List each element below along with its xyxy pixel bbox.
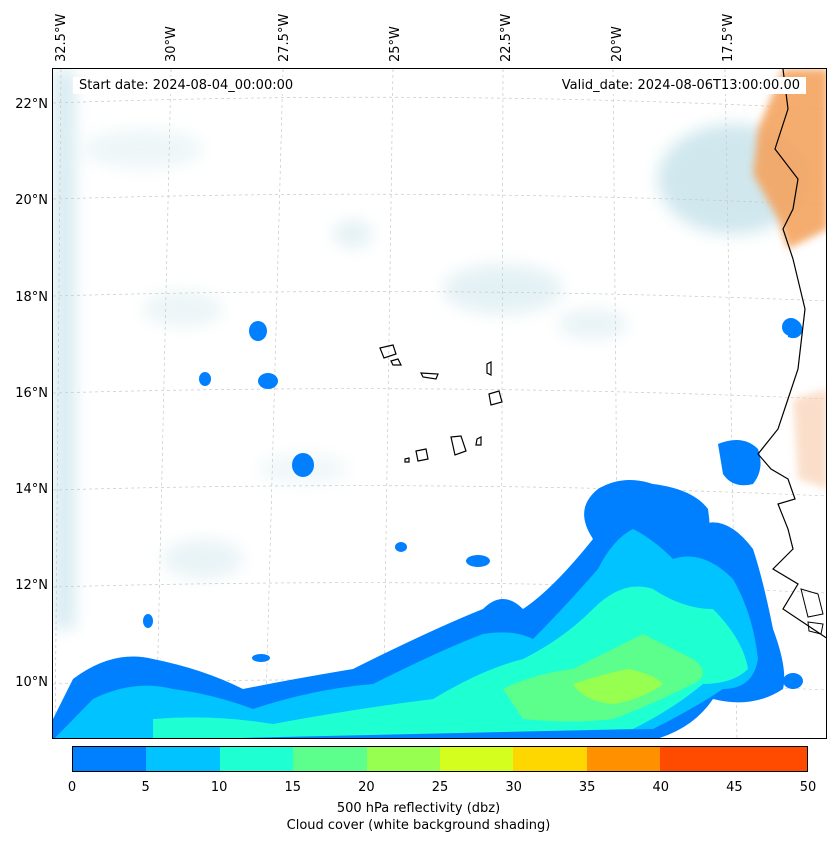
lat-label-16n: 16°N	[15, 386, 48, 401]
lon-label-25w: 25°W	[388, 26, 403, 62]
colorbar-tick-label: 5	[141, 780, 150, 795]
cloud-patch-west-edge	[53, 69, 75, 629]
reflectivity-cell	[249, 321, 267, 341]
colorbar	[72, 746, 808, 772]
colorbar-segment	[73, 747, 147, 771]
lon-label-20w: 20°W	[610, 26, 625, 62]
coastline	[757, 69, 826, 639]
reflectivity-layer	[53, 318, 803, 738]
lon-label-22-5w: 22.5°W	[499, 13, 514, 62]
colorbar-tick-label: 50	[799, 780, 817, 795]
reflectivity-cell	[252, 654, 270, 662]
lat-label-18n: 18°N	[15, 290, 48, 305]
colorbar-segment	[293, 747, 367, 771]
colorbar-segment	[219, 747, 294, 771]
colorbar-tick-label: 10	[210, 780, 228, 795]
reflectivity-cell	[466, 555, 490, 567]
island-sao-vicente	[390, 358, 402, 366]
lon-label-27-5w: 27.5°W	[277, 13, 292, 62]
colorbar-tick-label: 0	[67, 780, 77, 795]
cape-verde-islands	[379, 344, 503, 463]
lat-label-10n: 10°N	[15, 675, 48, 690]
cloud-patch	[143, 291, 223, 327]
reflectivity-cell	[258, 373, 278, 389]
reflectivity-cell	[292, 453, 314, 477]
start-date-label: Start date: 2024-08-04_00:00:00	[73, 77, 300, 94]
map-canvas	[53, 69, 826, 738]
cloud-patch	[558, 309, 628, 339]
lon-label-17-5w: 17.5°W	[721, 13, 736, 62]
lon-label-32-5w: 32.5°W	[54, 13, 69, 62]
colorbar-tick-label: 45	[726, 780, 743, 795]
lat-label-22n: 22°N	[15, 97, 48, 112]
reflectivity-cell	[782, 318, 800, 336]
reflectivity-band-25-30	[573, 669, 663, 704]
island-sal	[486, 361, 492, 376]
colorbar-segment	[440, 747, 514, 771]
colorbar-tick-label: 20	[358, 780, 375, 795]
lat-label-20n: 20°N	[15, 193, 48, 208]
cloud-patch	[83, 129, 203, 169]
colorbar-segment	[733, 747, 808, 771]
cloud-patch	[443, 264, 563, 314]
island-fogo	[415, 448, 429, 462]
colorbar-tick-label: 25	[431, 780, 449, 795]
island-santiago	[450, 435, 467, 456]
colorbar-label: 500 hPa reflectivity (dbz)	[336, 801, 501, 816]
colorbar-tick-label: 35	[578, 780, 596, 795]
lon-label-30w: 30°W	[164, 26, 179, 62]
colorbar-segment	[366, 747, 441, 771]
colorbar-segment	[660, 747, 734, 771]
reflectivity-cell	[395, 542, 407, 552]
colorbar-tick-label: 40	[652, 780, 670, 795]
colorbar-tick-labels: 0 5 10 15 20 25 30 35 40 45 50	[68, 780, 816, 798]
island-brava	[404, 457, 410, 463]
land-shading	[753, 69, 826, 489]
colorbar-segment	[586, 747, 661, 771]
colorbar-segment	[146, 747, 220, 771]
reflectivity-cell	[783, 673, 803, 689]
map-panel[interactable]: Start date: 2024-08-04_00:00:00 Valid_da…	[52, 68, 827, 739]
colorbar-segment	[513, 747, 587, 771]
colorbar-sublabel: Cloud cover (white background shading)	[286, 818, 551, 833]
reflectivity-cell-east	[718, 440, 761, 486]
reflectivity-cell	[143, 614, 153, 628]
cloud-cover-layer	[53, 69, 808, 629]
valid-date-label: Valid_date: 2024-08-06T13:00:00.00	[555, 77, 806, 94]
lat-label-12n: 12°N	[15, 578, 48, 593]
island-sao-nicolau	[419, 372, 439, 380]
island-boa-vista	[488, 390, 503, 406]
island-santo-antao	[379, 344, 397, 359]
cloud-patch	[163, 539, 243, 579]
colorbar-tick-label: 30	[505, 780, 522, 795]
cloud-patch	[333, 220, 373, 248]
lat-label-14n: 14°N	[15, 482, 48, 497]
reflectivity-cell	[199, 372, 211, 386]
colorbar-tick-label: 15	[284, 780, 302, 795]
island-maio	[475, 436, 482, 446]
bissagos-coast	[800, 588, 824, 635]
